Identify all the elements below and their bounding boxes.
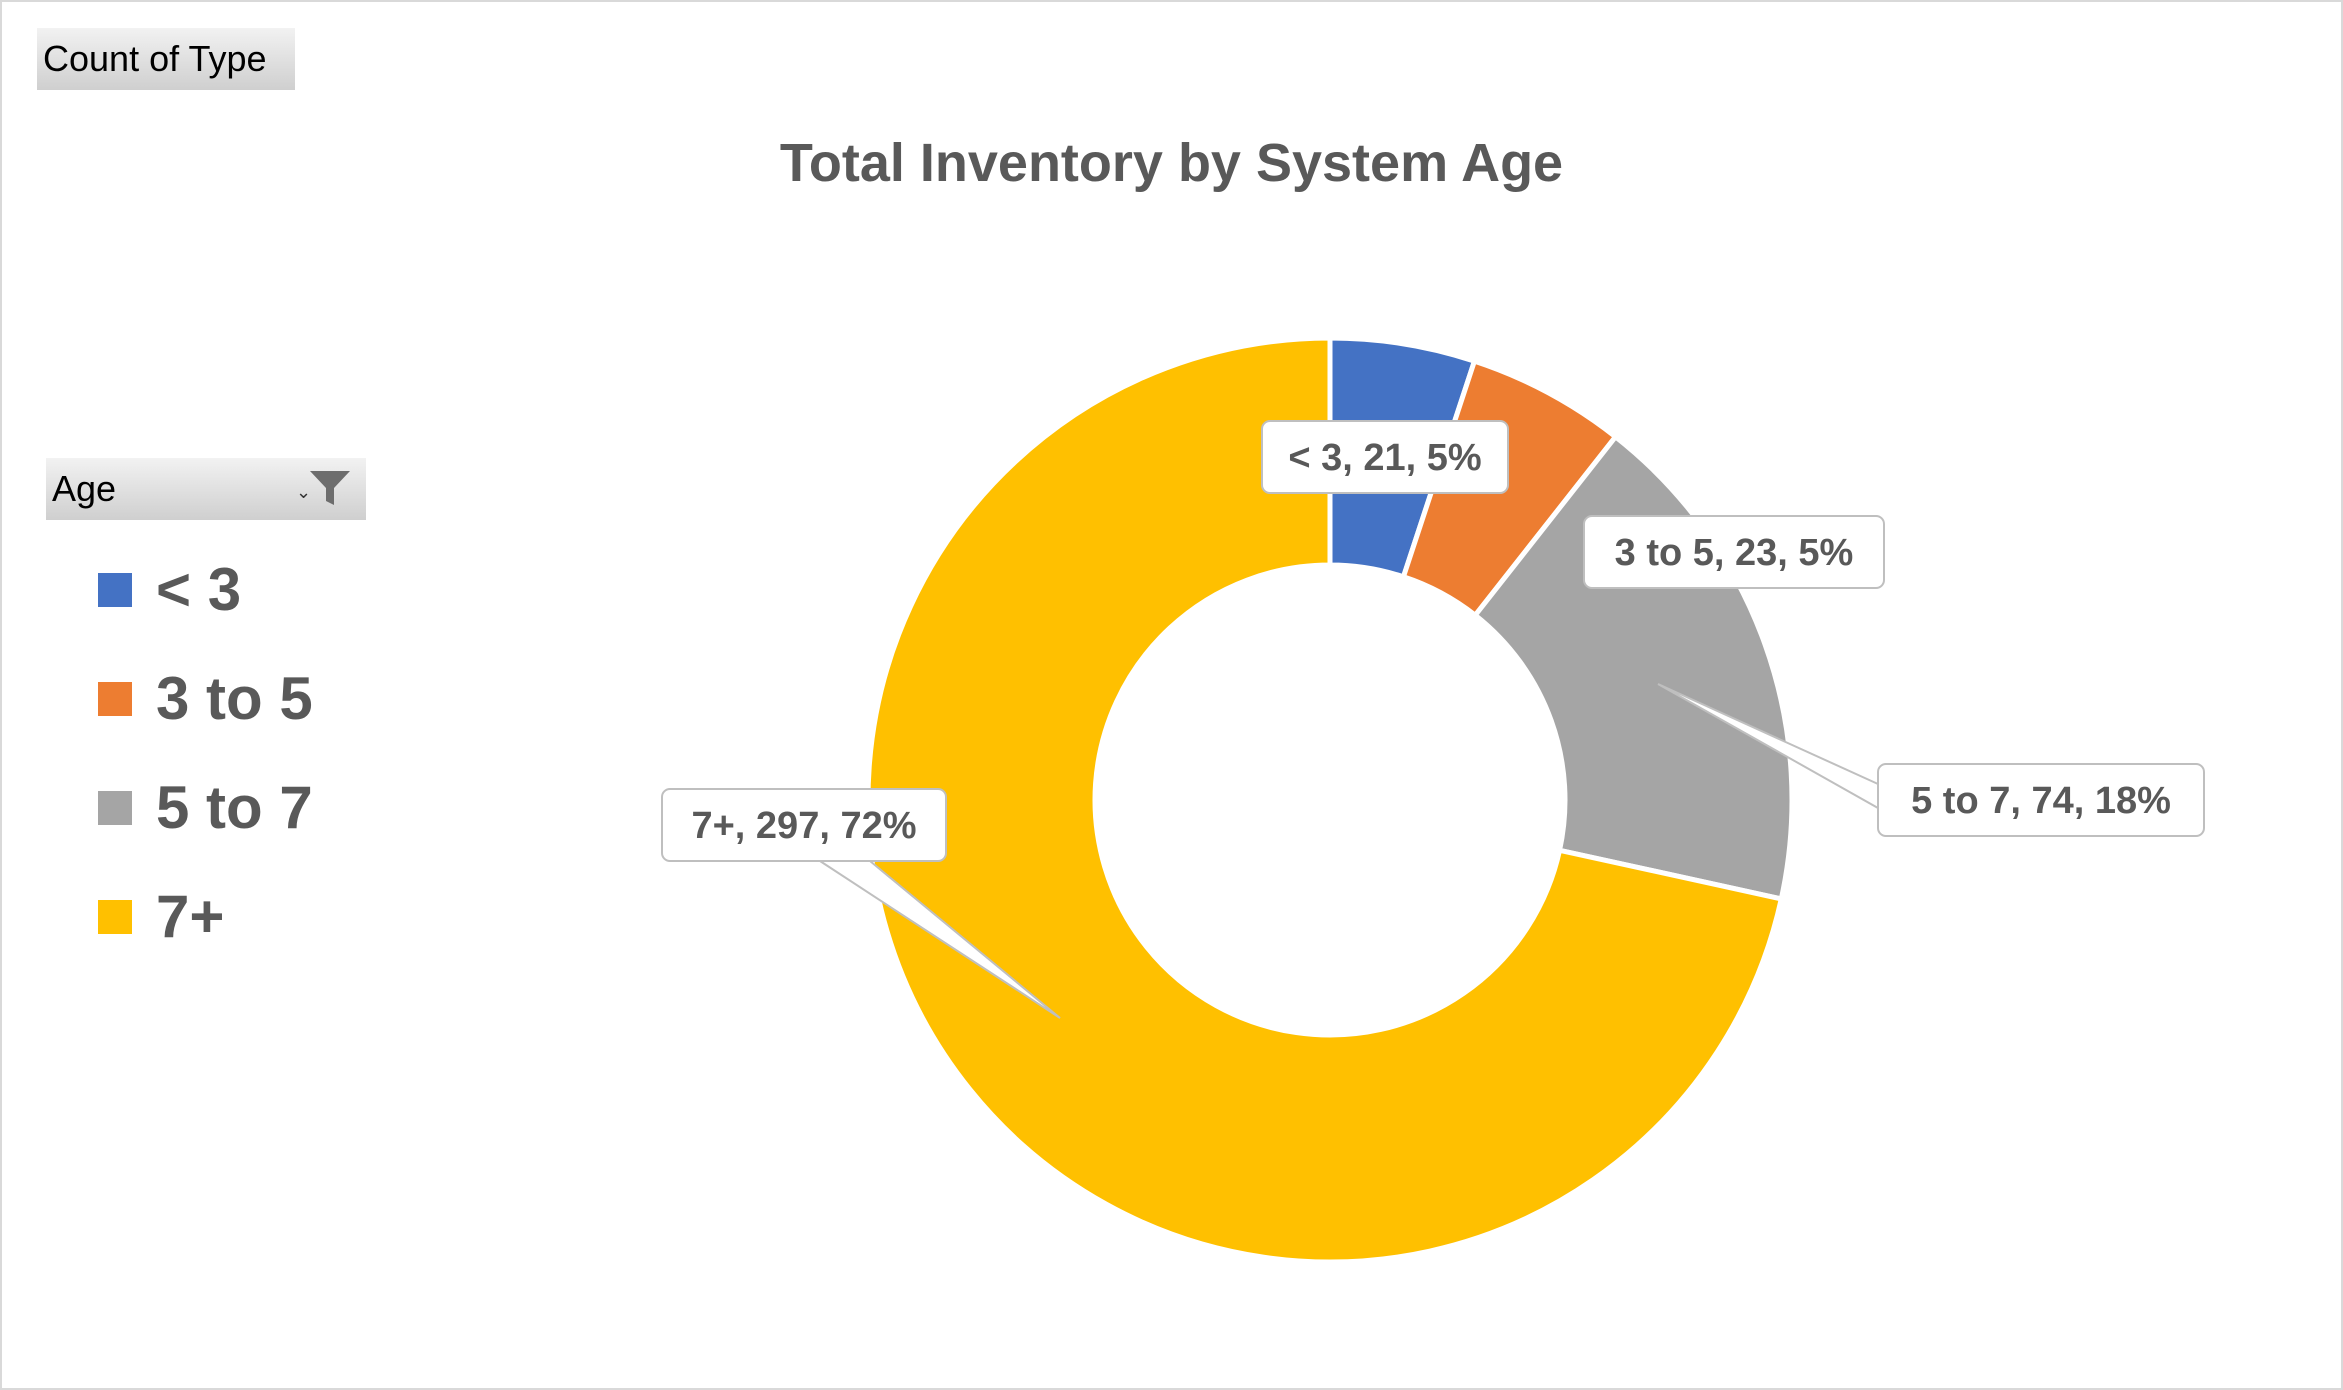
legend-item-5to7[interactable]: 5 to 7 <box>98 753 313 862</box>
legend-item-lt3[interactable]: < 3 <box>98 535 313 644</box>
data-label-2[interactable]: 5 to 7, 74, 18% <box>1657 683 2205 837</box>
legend: < 3 3 to 5 5 to 7 7+ <box>98 535 313 971</box>
filter-icon[interactable] <box>308 468 352 508</box>
legend-swatch <box>98 681 132 716</box>
legend-label: < 3 <box>156 556 242 623</box>
dropdown-arrow-icon[interactable]: ⌄ <box>296 482 312 502</box>
doughnut-slice-3[interactable] <box>865 335 1785 1265</box>
legend-label: 7+ <box>156 883 225 950</box>
data-label-text: < 3, 21, 5% <box>1288 437 1481 479</box>
data-label-3[interactable]: 7+, 297, 72% <box>661 788 1061 1019</box>
age-field-label: Age <box>52 468 117 509</box>
legend-label: 3 to 5 <box>156 665 313 732</box>
data-label-0[interactable]: < 3, 21, 5% <box>1261 420 1509 494</box>
data-label-text: 7+, 297, 72% <box>691 805 916 847</box>
legend-item-7plus[interactable]: 7+ <box>98 862 313 971</box>
values-field-label: Count of Type <box>43 38 267 79</box>
data-label-box <box>1261 420 1509 494</box>
legend-swatch <box>98 790 132 825</box>
age-field-button[interactable]: Age ⌄ <box>46 458 366 520</box>
data-label-1[interactable]: 3 to 5, 23, 5% <box>1583 515 1885 589</box>
data-label-box <box>1583 515 1885 589</box>
legend-label: 5 to 7 <box>156 774 313 841</box>
legend-swatch <box>98 572 132 607</box>
legend-item-3to5[interactable]: 3 to 5 <box>98 644 313 753</box>
data-label-box <box>661 788 947 862</box>
values-field-button[interactable]: Count of Type <box>37 28 295 90</box>
data-label-text: 5 to 7, 74, 18% <box>1911 780 2171 822</box>
data-label-box <box>1877 763 2205 837</box>
data-label-text: 3 to 5, 23, 5% <box>1615 532 1854 574</box>
legend-swatch <box>98 899 132 934</box>
chart-title: Total Inventory by System Age <box>779 133 1564 193</box>
